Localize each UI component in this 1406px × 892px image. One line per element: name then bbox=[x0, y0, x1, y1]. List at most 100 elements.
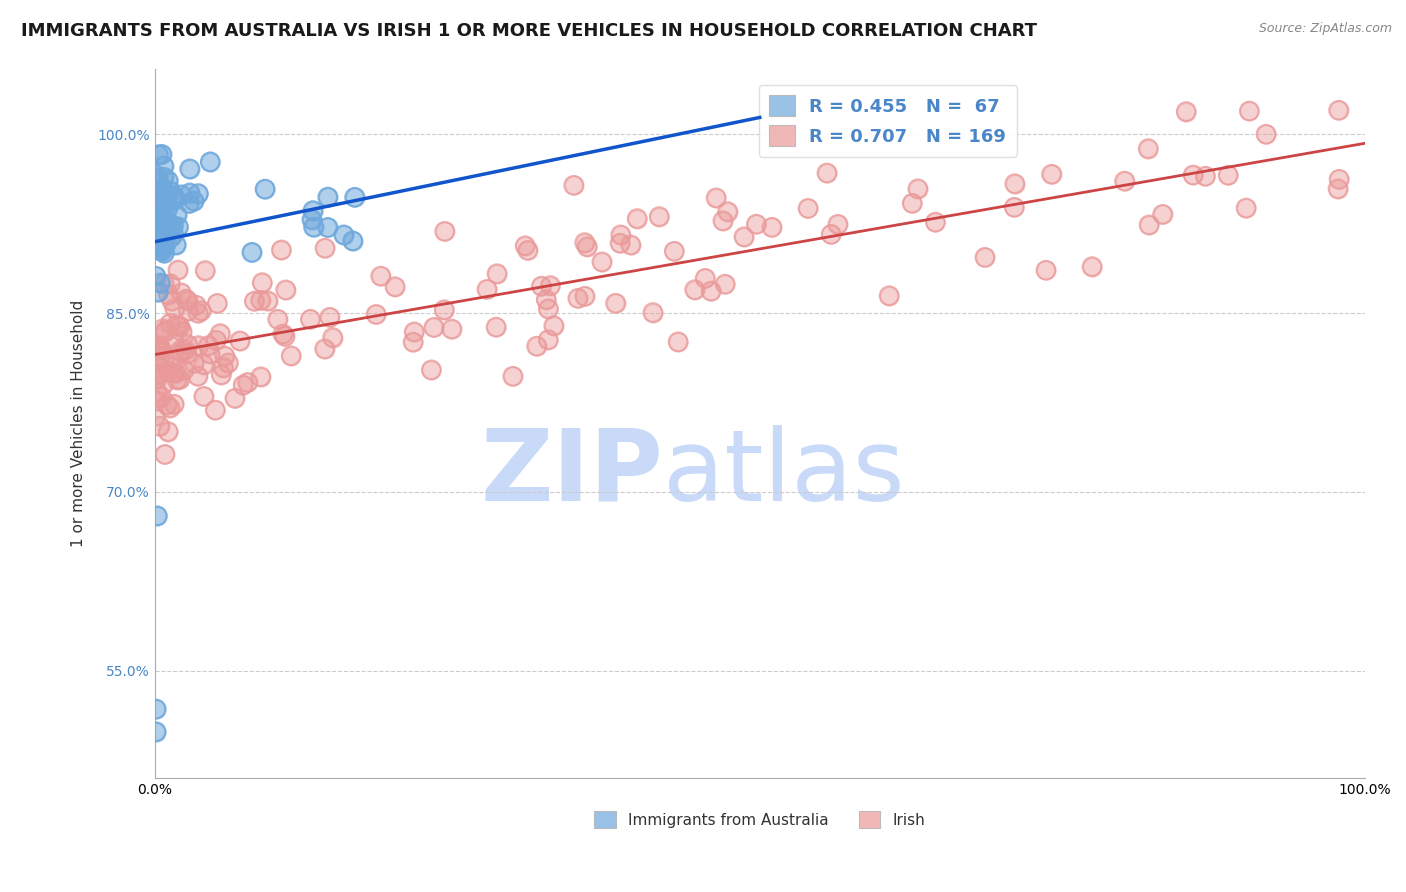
Point bbox=[404, 325, 426, 339]
Point bbox=[733, 229, 755, 244]
Point bbox=[155, 227, 177, 241]
Point bbox=[179, 161, 201, 176]
Point bbox=[167, 318, 190, 333]
Point bbox=[620, 238, 643, 252]
Point bbox=[145, 385, 167, 400]
Point bbox=[204, 403, 226, 417]
Point bbox=[562, 178, 585, 193]
Point bbox=[148, 244, 170, 258]
Point bbox=[1002, 200, 1025, 214]
Point bbox=[149, 390, 172, 404]
Point bbox=[797, 202, 820, 216]
Point bbox=[423, 320, 446, 334]
Point bbox=[159, 277, 181, 291]
Point bbox=[815, 166, 838, 180]
Point bbox=[440, 322, 463, 336]
Point bbox=[162, 219, 184, 233]
Point bbox=[530, 279, 553, 293]
Point bbox=[170, 325, 193, 339]
Point bbox=[193, 389, 215, 403]
Point bbox=[145, 724, 167, 739]
Point bbox=[271, 326, 294, 341]
Point bbox=[166, 373, 188, 387]
Point bbox=[165, 237, 187, 252]
Point bbox=[316, 220, 339, 235]
Point bbox=[797, 202, 820, 216]
Point bbox=[146, 372, 169, 386]
Point bbox=[205, 334, 228, 348]
Point bbox=[274, 329, 297, 343]
Point bbox=[316, 190, 339, 204]
Point bbox=[146, 508, 169, 523]
Point bbox=[1137, 142, 1160, 156]
Point bbox=[240, 245, 263, 260]
Point bbox=[170, 345, 193, 359]
Point bbox=[433, 302, 456, 317]
Point bbox=[274, 283, 297, 297]
Point bbox=[249, 293, 271, 308]
Point bbox=[152, 377, 174, 392]
Point bbox=[169, 343, 191, 358]
Point bbox=[150, 244, 173, 258]
Point bbox=[159, 316, 181, 330]
Point bbox=[343, 190, 366, 204]
Point bbox=[515, 238, 537, 252]
Point bbox=[145, 206, 167, 220]
Point bbox=[1327, 103, 1350, 118]
Point bbox=[973, 251, 995, 265]
Point bbox=[342, 234, 364, 248]
Point bbox=[162, 227, 184, 242]
Point bbox=[200, 154, 222, 169]
Point bbox=[156, 202, 179, 217]
Point bbox=[714, 277, 737, 292]
Point bbox=[820, 227, 842, 242]
Point bbox=[236, 376, 259, 390]
Point bbox=[827, 218, 849, 232]
Point bbox=[162, 366, 184, 380]
Point bbox=[704, 191, 727, 205]
Point bbox=[1040, 167, 1063, 181]
Point bbox=[148, 225, 170, 239]
Point bbox=[170, 285, 193, 300]
Point bbox=[200, 154, 222, 169]
Point bbox=[761, 220, 783, 235]
Point bbox=[150, 181, 173, 195]
Point bbox=[176, 347, 198, 361]
Point bbox=[170, 187, 193, 202]
Point bbox=[253, 182, 276, 196]
Point bbox=[162, 227, 184, 242]
Point bbox=[648, 210, 671, 224]
Point bbox=[145, 724, 167, 739]
Point bbox=[194, 263, 217, 277]
Point bbox=[155, 212, 177, 227]
Point bbox=[186, 298, 208, 312]
Point bbox=[149, 343, 172, 357]
Point bbox=[169, 372, 191, 386]
Point bbox=[1152, 207, 1174, 221]
Point bbox=[820, 227, 842, 242]
Point bbox=[1327, 172, 1350, 186]
Point bbox=[183, 194, 205, 208]
Point bbox=[516, 244, 538, 258]
Point bbox=[153, 246, 176, 260]
Point bbox=[148, 223, 170, 237]
Point bbox=[152, 159, 174, 173]
Point bbox=[156, 363, 179, 377]
Point bbox=[177, 304, 200, 318]
Point bbox=[574, 289, 596, 303]
Point bbox=[146, 372, 169, 386]
Point bbox=[205, 334, 228, 348]
Point bbox=[229, 334, 252, 348]
Point bbox=[402, 335, 425, 350]
Point bbox=[150, 244, 173, 258]
Point bbox=[163, 191, 186, 205]
Point bbox=[169, 319, 191, 334]
Point bbox=[1040, 167, 1063, 181]
Point bbox=[591, 255, 613, 269]
Point bbox=[157, 425, 180, 439]
Point bbox=[704, 191, 727, 205]
Point bbox=[145, 269, 167, 284]
Point bbox=[299, 312, 322, 326]
Point bbox=[145, 340, 167, 354]
Point bbox=[179, 196, 201, 211]
